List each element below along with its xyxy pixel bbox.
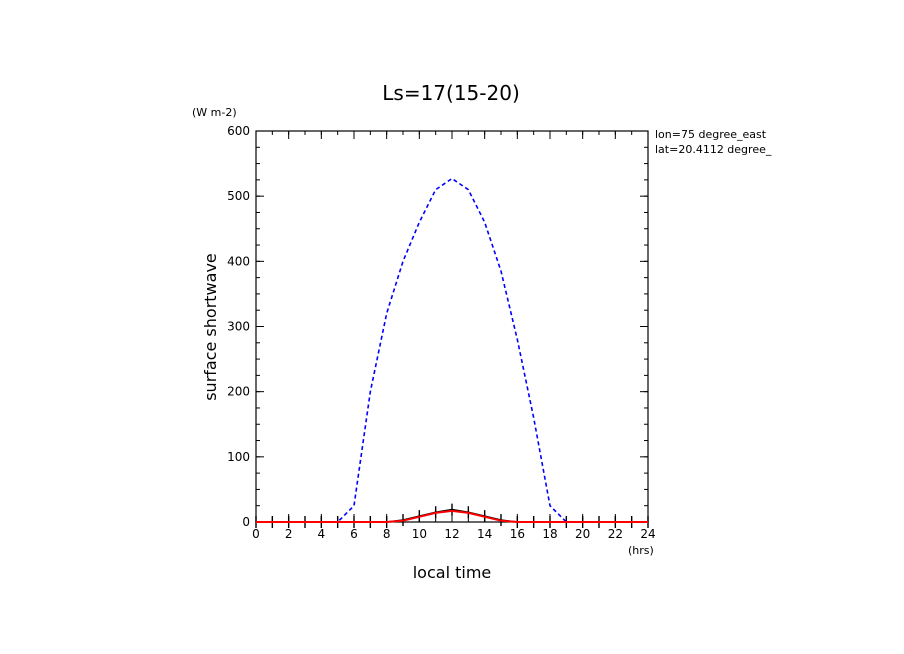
x-tick-label: 22 <box>608 527 623 541</box>
x-tick-label: 0 <box>252 527 260 541</box>
x-axis-label: local time <box>413 563 492 582</box>
x-tick-label: 24 <box>640 527 655 541</box>
plot-frame <box>255 130 649 523</box>
x-tick-label: 14 <box>477 527 492 541</box>
y-tick-label: 400 <box>227 254 250 268</box>
series-2-line <box>256 509 648 523</box>
x-unit-label: (hrs) <box>628 544 654 557</box>
series-layer <box>255 177 649 528</box>
x-tick-label: 6 <box>350 527 358 541</box>
x-tick-label: 18 <box>542 527 557 541</box>
y-tick-label: 200 <box>227 385 250 399</box>
y-tick-label: 600 <box>227 124 250 138</box>
x-tick-label: 12 <box>444 527 459 541</box>
x-tick-label: 10 <box>412 527 427 541</box>
y-axis-label: surface shortwave <box>201 253 220 401</box>
y-tick-label: 300 <box>227 320 250 334</box>
x-tick-label: 2 <box>285 527 293 541</box>
series-0-line <box>256 177 648 523</box>
y-tick-label: 0 <box>242 515 250 529</box>
annotation-lat: lat=20.4112 degree_ <box>655 143 772 156</box>
x-tick-label: 8 <box>383 527 391 541</box>
y-unit-label: (W m-2) <box>192 106 237 119</box>
x-tick-label: 4 <box>318 527 326 541</box>
chart-title: Ls=17(15-20) <box>382 81 520 105</box>
annotation-lon: lon=75 degree_east <box>655 128 767 141</box>
y-tick-label: 100 <box>227 450 250 464</box>
x-tick-label: 16 <box>510 527 525 541</box>
y-tick-label: 500 <box>227 189 250 203</box>
x-tick-label: 20 <box>575 527 590 541</box>
